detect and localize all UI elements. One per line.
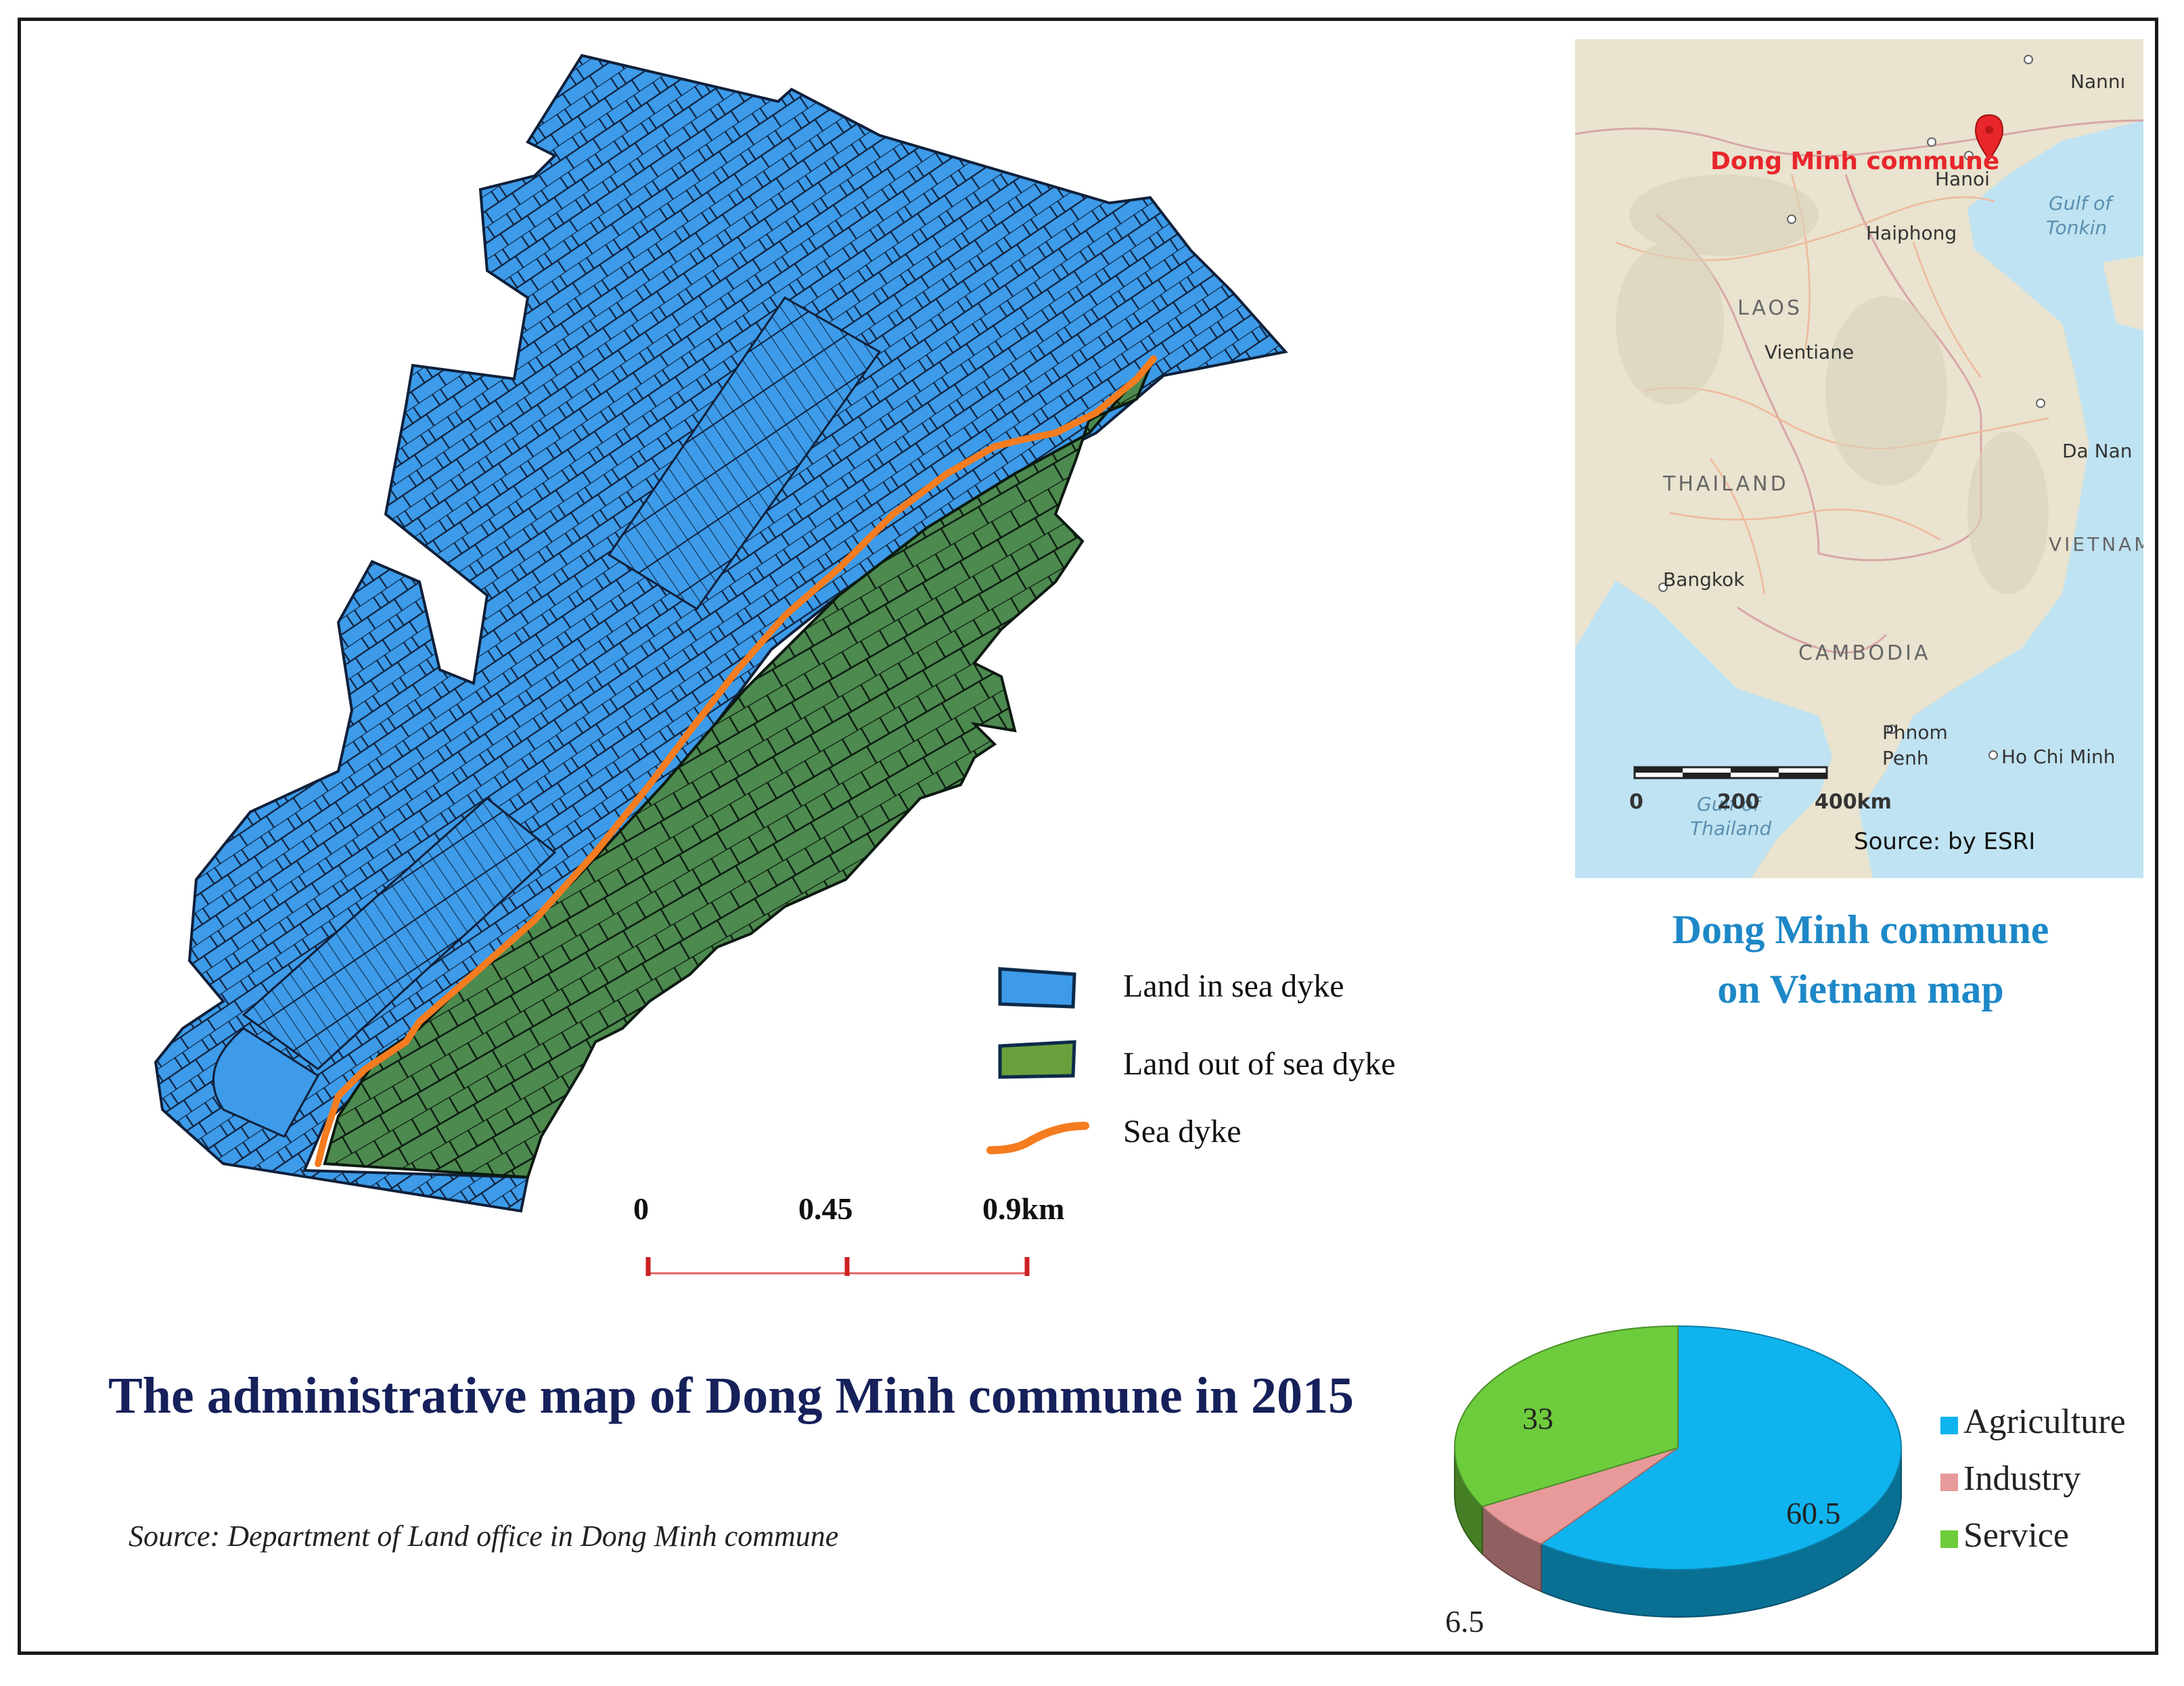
inset-scale-bar: [1633, 766, 1828, 779]
location-marker-icon: [1974, 114, 2004, 161]
land-in-sea-dyke-area: [154, 53, 1288, 1213]
pie-label-agriculture: 60.5: [1786, 1496, 1841, 1530]
pie-legend-swatch-agriculture: [1940, 1417, 1958, 1434]
place-label-vietnam: VIETNAM: [2049, 533, 2143, 555]
map-source: Source: Department of Land office in Don…: [129, 1520, 839, 1553]
place-label-penh: Penh: [1882, 747, 1929, 769]
legend-swatch-land-out: [998, 1040, 1076, 1079]
place-label-gulf-of-thailand-1: Gulf of: [1697, 793, 1760, 815]
legend-label-land-out: Land out of sea dyke: [1123, 1046, 1396, 1082]
place-label-da-nang: Da Nan: [2062, 440, 2133, 462]
place-label-nanning: Nannı: [2070, 70, 2126, 93]
pie-label-service: 33: [1522, 1401, 1553, 1436]
place-label-thailand: THAILAND: [1663, 472, 1789, 496]
place-label-dong-minh: Dong Minh commune: [1710, 147, 2000, 175]
inset-map-graphic: [1575, 39, 2143, 878]
pie-legend-swatch-industry: [1940, 1474, 1958, 1491]
place-label-laos: LAOS: [1737, 296, 1803, 320]
pie-slice-industry: [1480, 1447, 1679, 1545]
scale-label-045: 0.45: [798, 1191, 853, 1226]
place-label-cambodia: CAMBODIA: [1798, 641, 1931, 665]
pie-slice-agriculture: [1539, 1325, 1902, 1570]
place-label-gulf-of-thailand-2: Thailand: [1690, 817, 1772, 840]
inset-scale-label-400km: 400km: [1815, 790, 1892, 814]
place-label-bangkok: Bangkok: [1663, 568, 1745, 591]
legend-label-land-in: Land in sea dyke: [1123, 968, 1344, 1004]
place-label-hanoi: Hanoi: [1935, 168, 1990, 190]
legend-symbol-sea-dyke: [986, 1122, 1089, 1154]
legend-label-sea-dyke: Sea dyke: [1123, 1114, 1242, 1149]
inset-map: Nannı Dong Minh commune Hanoi Haiphong G…: [1575, 39, 2143, 878]
inset-title-line-2: on Vietnam map: [1717, 967, 2004, 1011]
sea-dyke-line: [315, 355, 1157, 1167]
inset-title: Dong Minh commune on Vietnam map: [1576, 900, 2145, 1019]
pie-top: [1454, 1325, 1902, 1570]
pie-legend-agriculture: Agriculture: [1963, 1403, 2126, 1441]
pie-legend-service: Service: [1963, 1516, 2069, 1555]
pie-slice-service: [1454, 1325, 1679, 1507]
map-title: The administrative map of Dong Minh comm…: [108, 1367, 1354, 1424]
place-label-phnom: Phnom: [1882, 721, 1948, 744]
legend-swatch-land-in: [998, 967, 1076, 1009]
land-out-of-sea-dyke-area: [323, 357, 1155, 1179]
inset-scale-label-200: 200: [1717, 790, 1760, 814]
place-label-haiphong: Haiphong: [1866, 222, 1957, 244]
scale-label-0: 0: [633, 1191, 649, 1226]
inset-title-line-1: Dong Minh commune: [1672, 907, 2049, 952]
pie-legend-industry: Industry: [1963, 1459, 2081, 1498]
inset-scale-label-0: 0: [1629, 790, 1643, 814]
pie-legend-swatch-service: [1940, 1530, 1958, 1548]
place-label-ho-chi-minh: Ho Chi Minh: [2001, 746, 2116, 768]
inset-source: Source: by ESRI: [1854, 828, 2036, 855]
scale-bar: [645, 1257, 1030, 1276]
pie-label-industry: 6.5: [1445, 1604, 1484, 1639]
place-label-tonkin: Tonkin: [2046, 217, 2108, 239]
place-label-vientiane: Vientiane: [1765, 341, 1855, 363]
scale-label-09km: 0.9km: [982, 1191, 1065, 1226]
place-label-gulf-of: Gulf of: [2049, 192, 2112, 214]
